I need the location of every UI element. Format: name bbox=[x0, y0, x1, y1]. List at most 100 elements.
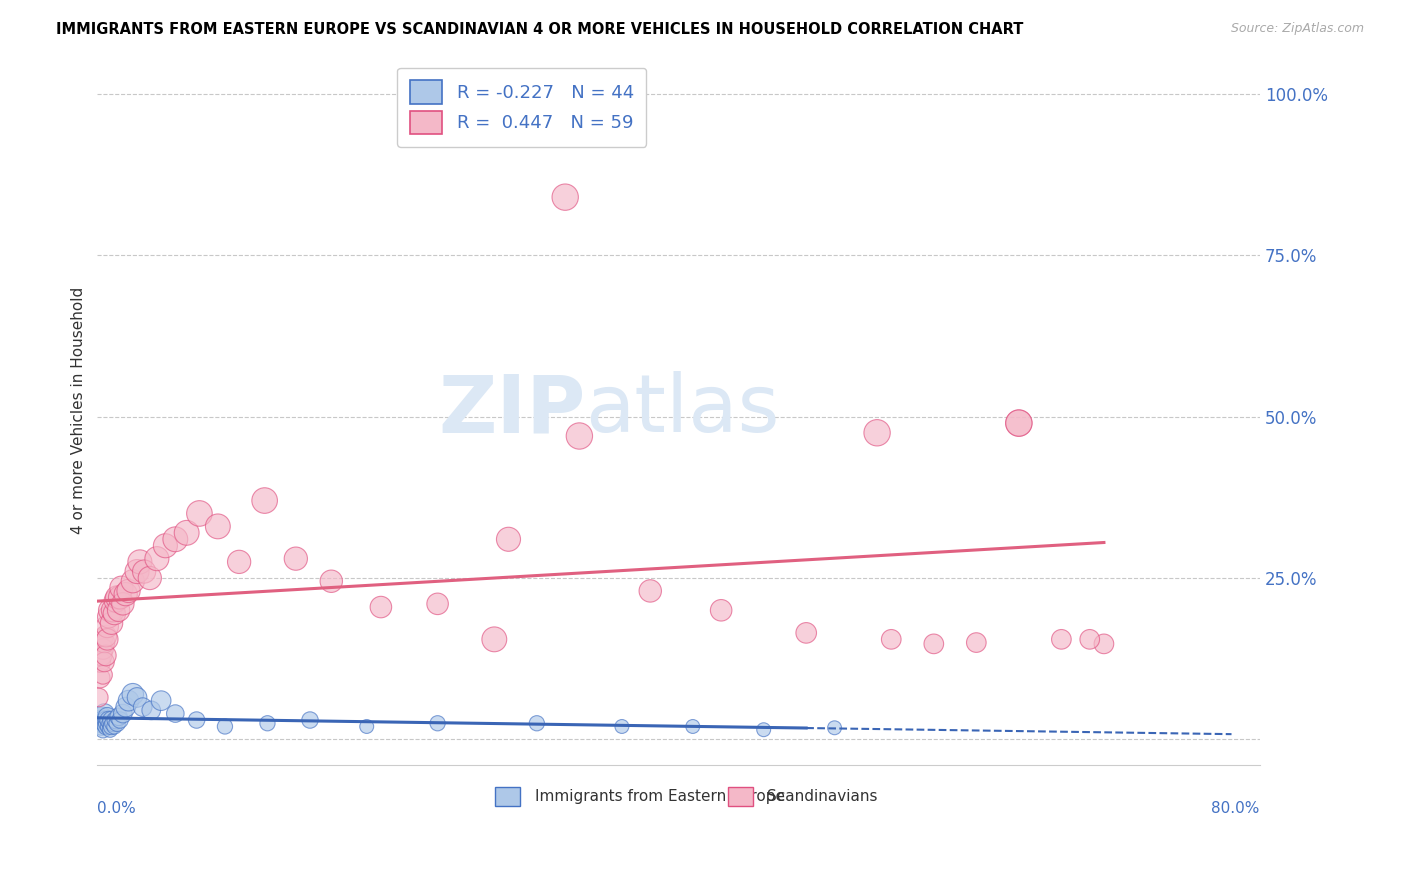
Point bbox=[107, 710, 129, 724]
Point bbox=[526, 716, 548, 731]
Point bbox=[98, 603, 121, 617]
Point bbox=[638, 583, 661, 598]
Point bbox=[128, 555, 150, 569]
Point bbox=[1078, 632, 1101, 647]
Point bbox=[117, 693, 139, 707]
Point bbox=[101, 716, 124, 731]
Point bbox=[155, 539, 177, 553]
Point bbox=[1008, 416, 1031, 430]
Point bbox=[96, 716, 118, 731]
Point bbox=[97, 719, 120, 733]
Point bbox=[97, 713, 120, 727]
Point bbox=[93, 635, 115, 649]
Text: Scandinavians: Scandinavians bbox=[768, 789, 877, 804]
Point bbox=[134, 565, 156, 579]
Point bbox=[554, 190, 576, 204]
Point bbox=[110, 581, 132, 595]
Point bbox=[426, 716, 449, 731]
Point bbox=[121, 687, 143, 701]
Point bbox=[114, 700, 136, 714]
Point bbox=[100, 713, 122, 727]
Point bbox=[111, 597, 134, 611]
Point bbox=[94, 648, 117, 663]
Point bbox=[105, 591, 128, 605]
Point bbox=[101, 603, 124, 617]
Point bbox=[108, 591, 131, 605]
Point bbox=[89, 671, 111, 685]
Point bbox=[965, 635, 987, 649]
Point bbox=[298, 713, 321, 727]
Text: IMMIGRANTS FROM EASTERN EUROPE VS SCANDINAVIAN 4 OR MORE VEHICLES IN HOUSEHOLD C: IMMIGRANTS FROM EASTERN EUROPE VS SCANDI… bbox=[56, 22, 1024, 37]
Point bbox=[91, 668, 114, 682]
Point bbox=[94, 719, 117, 733]
Point bbox=[356, 719, 378, 733]
Point bbox=[93, 655, 115, 669]
Point bbox=[165, 533, 187, 547]
Point bbox=[107, 603, 129, 617]
Point bbox=[100, 719, 122, 733]
Point bbox=[321, 574, 343, 589]
Point bbox=[188, 507, 211, 521]
Point bbox=[253, 493, 276, 508]
Point bbox=[132, 700, 155, 714]
Legend: R = -0.227   N = 44, R =  0.447   N = 59: R = -0.227 N = 44, R = 0.447 N = 59 bbox=[396, 68, 647, 146]
Point bbox=[91, 723, 114, 737]
Point bbox=[108, 713, 131, 727]
Point bbox=[94, 713, 117, 727]
Point bbox=[96, 710, 118, 724]
Point bbox=[256, 716, 278, 731]
Point bbox=[228, 555, 250, 569]
Point bbox=[752, 723, 775, 737]
Point bbox=[96, 632, 118, 647]
Point bbox=[1050, 632, 1073, 647]
Point bbox=[866, 425, 889, 440]
Point bbox=[125, 565, 148, 579]
Point bbox=[91, 642, 114, 657]
Point bbox=[104, 593, 127, 607]
Point bbox=[90, 632, 112, 647]
Point bbox=[794, 626, 817, 640]
Point bbox=[98, 716, 121, 731]
Point bbox=[207, 519, 229, 533]
Point bbox=[214, 719, 236, 733]
Point bbox=[87, 690, 110, 705]
Text: Immigrants from Eastern Europe: Immigrants from Eastern Europe bbox=[534, 789, 785, 804]
Point bbox=[90, 648, 112, 663]
Point bbox=[121, 574, 143, 589]
Point bbox=[90, 710, 112, 724]
Point bbox=[165, 706, 187, 721]
Point bbox=[426, 597, 449, 611]
Text: 0.0%: 0.0% bbox=[97, 801, 136, 815]
Text: atlas: atlas bbox=[586, 371, 780, 450]
Point bbox=[1008, 416, 1031, 430]
Point bbox=[93, 716, 115, 731]
Point bbox=[91, 713, 114, 727]
Point bbox=[98, 723, 121, 737]
Point bbox=[103, 607, 125, 621]
Point bbox=[824, 721, 846, 735]
Point bbox=[498, 533, 520, 547]
Point bbox=[97, 609, 120, 624]
Point bbox=[117, 583, 139, 598]
Point bbox=[284, 551, 307, 566]
Point bbox=[90, 719, 112, 733]
Point bbox=[105, 716, 128, 731]
Point bbox=[682, 719, 704, 733]
Point bbox=[880, 632, 903, 647]
Point bbox=[141, 703, 163, 717]
Point bbox=[710, 603, 733, 617]
Point bbox=[484, 632, 506, 647]
Point bbox=[176, 525, 198, 540]
Point bbox=[922, 637, 945, 651]
Point bbox=[370, 600, 392, 615]
Point bbox=[1092, 637, 1115, 651]
Point bbox=[93, 706, 115, 721]
Point bbox=[186, 713, 208, 727]
Point bbox=[89, 716, 111, 731]
Point bbox=[89, 655, 111, 669]
Text: 80.0%: 80.0% bbox=[1212, 801, 1260, 815]
Point bbox=[96, 619, 118, 633]
Point bbox=[104, 713, 127, 727]
Point bbox=[87, 713, 110, 727]
Point bbox=[610, 719, 633, 733]
